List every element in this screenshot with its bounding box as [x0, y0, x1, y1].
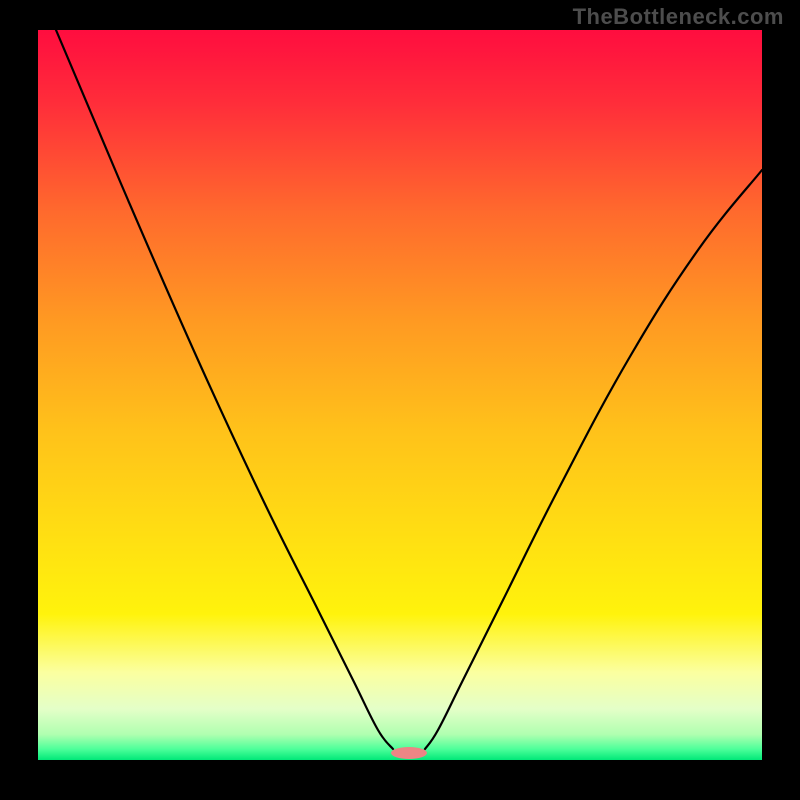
watermark-text: TheBottleneck.com	[573, 4, 784, 30]
stage: TheBottleneck.com	[0, 0, 800, 800]
trough-marker	[391, 747, 427, 759]
plot-area	[38, 30, 762, 760]
chart-svg	[0, 0, 800, 800]
